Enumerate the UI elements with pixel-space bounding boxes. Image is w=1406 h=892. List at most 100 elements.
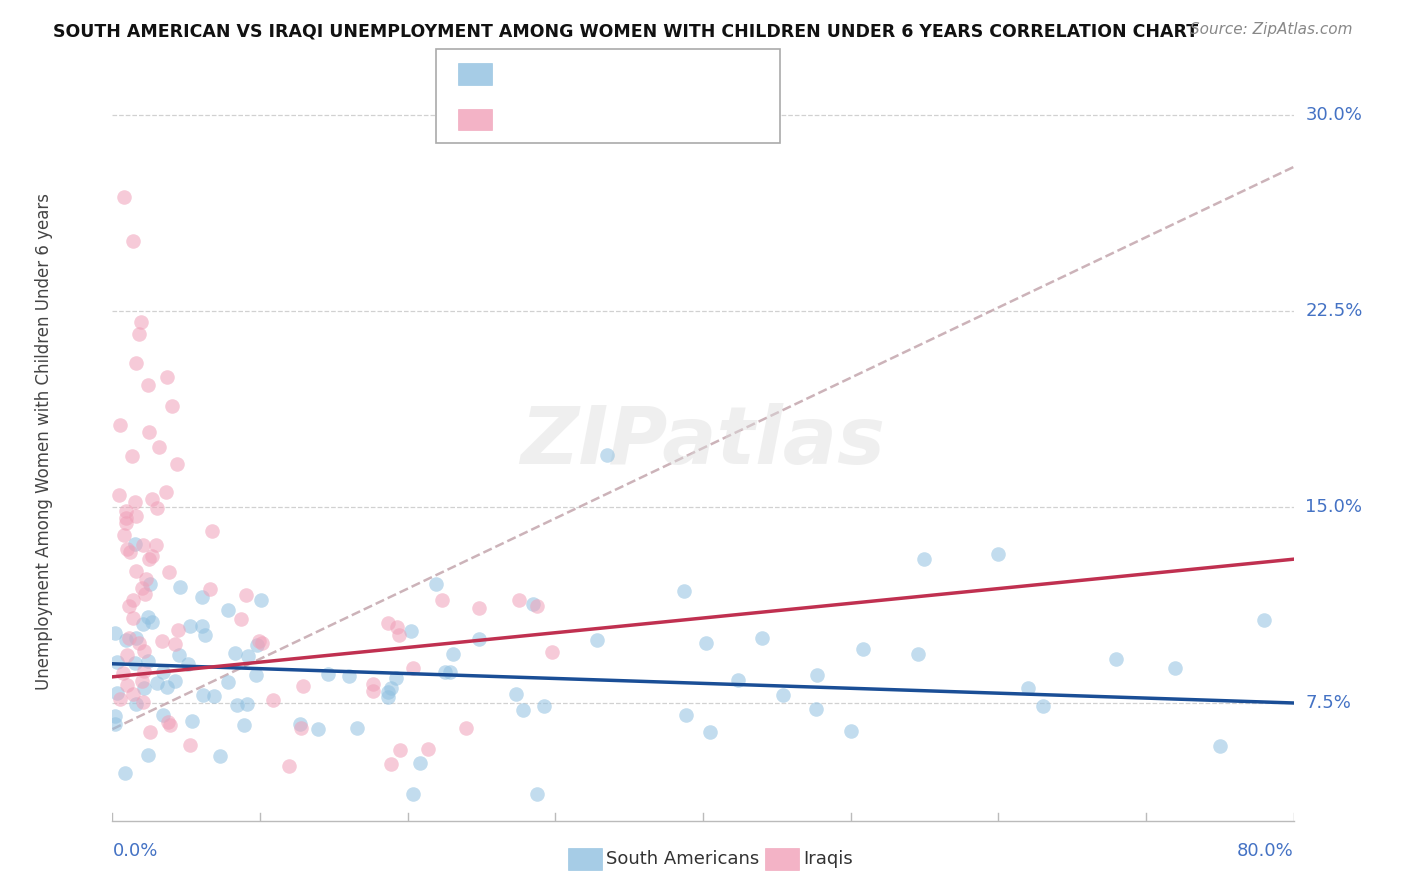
Iraqis	[136, 378, 159, 392]
South Americans	[1164, 660, 1187, 674]
Iraqis	[229, 612, 252, 626]
Iraqis	[388, 743, 411, 757]
South Americans	[179, 619, 201, 633]
South Americans	[246, 638, 269, 652]
South Americans	[114, 633, 136, 648]
South Americans	[522, 597, 544, 611]
Iraqis	[159, 718, 181, 732]
Iraqis	[135, 572, 157, 586]
South Americans	[806, 702, 828, 716]
Iraqis	[292, 679, 315, 693]
South Americans	[104, 709, 127, 723]
Iraqis	[165, 637, 187, 651]
South Americans	[699, 725, 721, 739]
South Americans	[104, 717, 127, 731]
Iraqis	[131, 582, 153, 596]
South Americans	[673, 584, 696, 599]
South Americans	[124, 656, 146, 670]
Iraqis	[377, 616, 399, 631]
Text: South Americans: South Americans	[606, 850, 759, 868]
Iraqis	[122, 234, 145, 248]
South Americans	[156, 680, 179, 694]
Text: R =  0.097  N = 80: R = 0.097 N = 80	[502, 111, 697, 128]
South Americans	[141, 615, 163, 629]
Iraqis	[160, 400, 183, 414]
Iraqis	[252, 636, 274, 650]
Iraqis	[111, 666, 134, 681]
South Americans	[245, 667, 267, 681]
Text: 22.5%: 22.5%	[1305, 301, 1362, 320]
South Americans	[217, 603, 239, 617]
South Americans	[1017, 681, 1039, 695]
South Americans	[346, 722, 368, 736]
Iraqis	[124, 494, 146, 508]
Iraqis	[118, 545, 141, 559]
South Americans	[132, 616, 155, 631]
South Americans	[194, 627, 217, 641]
Text: 0.0%: 0.0%	[112, 841, 157, 860]
South Americans	[852, 641, 875, 656]
Text: 7.5%: 7.5%	[1305, 694, 1351, 712]
South Americans	[585, 633, 607, 648]
Iraqis	[157, 565, 180, 579]
Iraqis	[247, 633, 270, 648]
South Americans	[512, 703, 534, 717]
South Americans	[402, 788, 425, 802]
South Americans	[987, 547, 1010, 561]
Iraqis	[167, 624, 190, 638]
Iraqis	[108, 418, 131, 433]
South Americans	[191, 619, 214, 633]
South Americans	[751, 631, 773, 645]
Iraqis	[179, 739, 201, 753]
Iraqis	[418, 741, 440, 756]
South Americans	[145, 675, 167, 690]
Iraqis	[262, 693, 284, 707]
Iraqis	[138, 552, 160, 566]
South Americans	[224, 646, 246, 660]
Iraqis	[146, 501, 169, 516]
Text: ZIPatlas: ZIPatlas	[520, 402, 886, 481]
Text: 15.0%: 15.0%	[1305, 498, 1362, 516]
South Americans	[152, 665, 174, 679]
South Americans	[165, 673, 187, 688]
Iraqis	[380, 756, 402, 771]
South Americans	[138, 654, 160, 668]
South Americans	[380, 681, 402, 695]
South Americans	[505, 687, 527, 701]
Text: 80.0%: 80.0%	[1237, 841, 1294, 860]
South Americans	[134, 681, 156, 695]
Iraqis	[132, 695, 155, 709]
South Americans	[1208, 739, 1232, 753]
South Americans	[250, 593, 273, 607]
Iraqis	[526, 599, 548, 613]
South Americans	[468, 632, 491, 646]
South Americans	[217, 674, 239, 689]
South Americans	[526, 788, 548, 802]
South Americans	[288, 716, 311, 731]
South Americans	[208, 748, 231, 763]
Iraqis	[200, 524, 222, 539]
Iraqis	[134, 644, 156, 658]
South Americans	[125, 631, 148, 645]
South Americans	[533, 698, 555, 713]
South Americans	[124, 537, 146, 551]
Text: 30.0%: 30.0%	[1305, 106, 1362, 124]
Iraqis	[132, 664, 155, 678]
Iraqis	[155, 484, 177, 499]
South Americans	[138, 609, 160, 624]
Iraqis	[198, 582, 221, 597]
Iraqis	[388, 628, 411, 642]
Iraqis	[145, 538, 167, 552]
South Americans	[233, 717, 256, 731]
Iraqis	[157, 715, 180, 730]
South Americans	[914, 552, 936, 566]
South Americans	[839, 724, 862, 739]
Iraqis	[122, 611, 145, 625]
Iraqis	[277, 759, 299, 773]
Iraqis	[235, 588, 257, 602]
South Americans	[139, 577, 162, 591]
Iraqis	[541, 645, 564, 659]
Iraqis	[125, 564, 148, 578]
Iraqis	[108, 488, 131, 502]
Iraqis	[138, 425, 160, 439]
